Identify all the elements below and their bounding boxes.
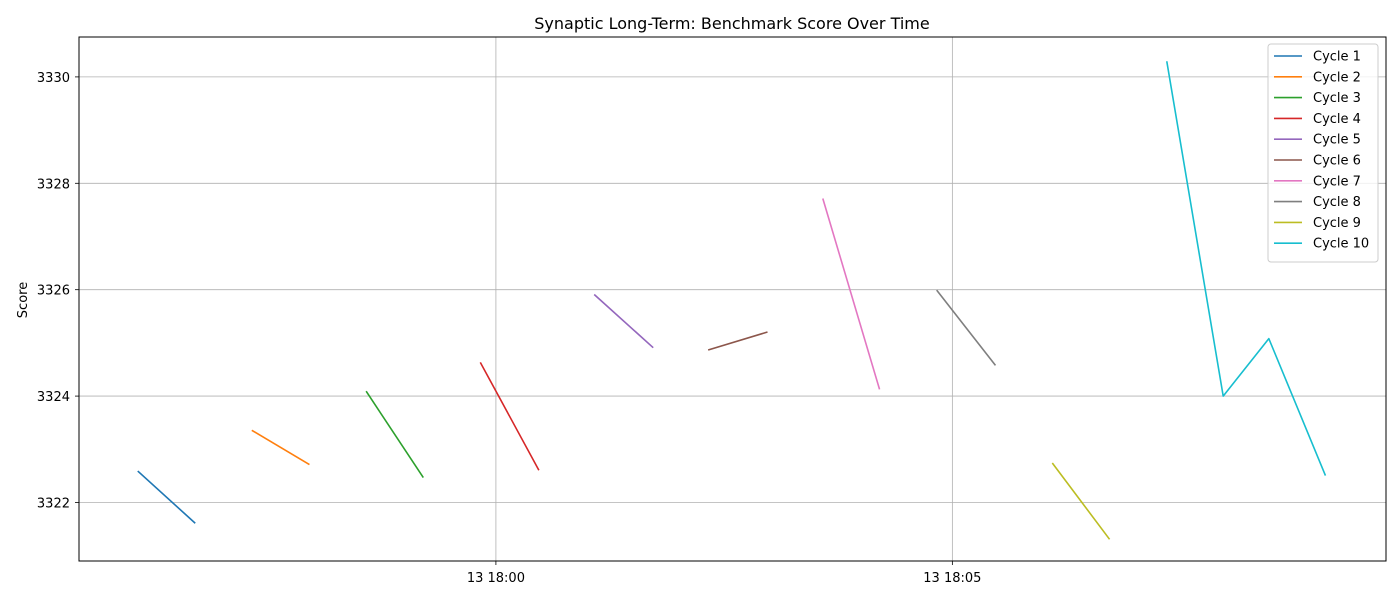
- legend-box: [1267, 43, 1379, 263]
- series-line-cycle-6: [707, 331, 768, 351]
- series-line-cycle-10: [1165, 61, 1327, 476]
- legend-entry: Cycle 3: [1313, 91, 1361, 106]
- series-line-cycle-1: [137, 470, 196, 524]
- series-line-cycle-2: [251, 429, 310, 466]
- legend-entry: Cycle 5: [1313, 133, 1361, 148]
- series-line-cycle-9: [1051, 462, 1111, 540]
- plot-frame: [78, 36, 1387, 562]
- legend-entry: Cycle 9: [1313, 216, 1361, 231]
- legend-entry: Cycle 2: [1313, 70, 1361, 85]
- legend-entry: Cycle 7: [1313, 174, 1361, 189]
- series-line-cycle-8: [936, 289, 997, 366]
- legend-entry: Cycle 6: [1313, 154, 1361, 169]
- series-lines: [137, 61, 1327, 540]
- y-tick-label: 3322: [37, 496, 70, 511]
- y-tick-label: 3324: [37, 390, 70, 405]
- series-line-cycle-4: [479, 362, 540, 471]
- legend-entry: Cycle 8: [1313, 195, 1361, 210]
- x-tick-label: 13 18:00: [467, 571, 525, 586]
- series-line-cycle-5: [593, 293, 654, 349]
- series-line-cycle-3: [365, 390, 424, 479]
- x-axis-ticks: 13 18:00 13 18:05: [467, 561, 981, 586]
- x-grid: [495, 37, 953, 561]
- chart-title: Synaptic Long-Term: Benchmark Score Over…: [534, 14, 929, 33]
- y-axis-label: Score: [16, 282, 31, 318]
- legend-entry: Cycle 10: [1313, 237, 1369, 252]
- legend-entry: Cycle 4: [1313, 112, 1361, 127]
- y-tick-label: 3330: [37, 71, 70, 86]
- y-axis-ticks: 3322 3324 3326 3328 3330: [37, 71, 79, 511]
- y-tick-label: 3328: [37, 177, 70, 192]
- legend: Cycle 1 Cycle 2 Cycle 3 Cycle 4 Cycle 5 Cycle…: [1267, 43, 1379, 263]
- y-tick-label: 3326: [37, 284, 70, 299]
- x-tick-label: 13 18:05: [923, 571, 981, 586]
- series-line-cycle-7: [822, 198, 881, 390]
- legend-entry: Cycle 1: [1313, 50, 1361, 65]
- y-grid: [79, 76, 1386, 503]
